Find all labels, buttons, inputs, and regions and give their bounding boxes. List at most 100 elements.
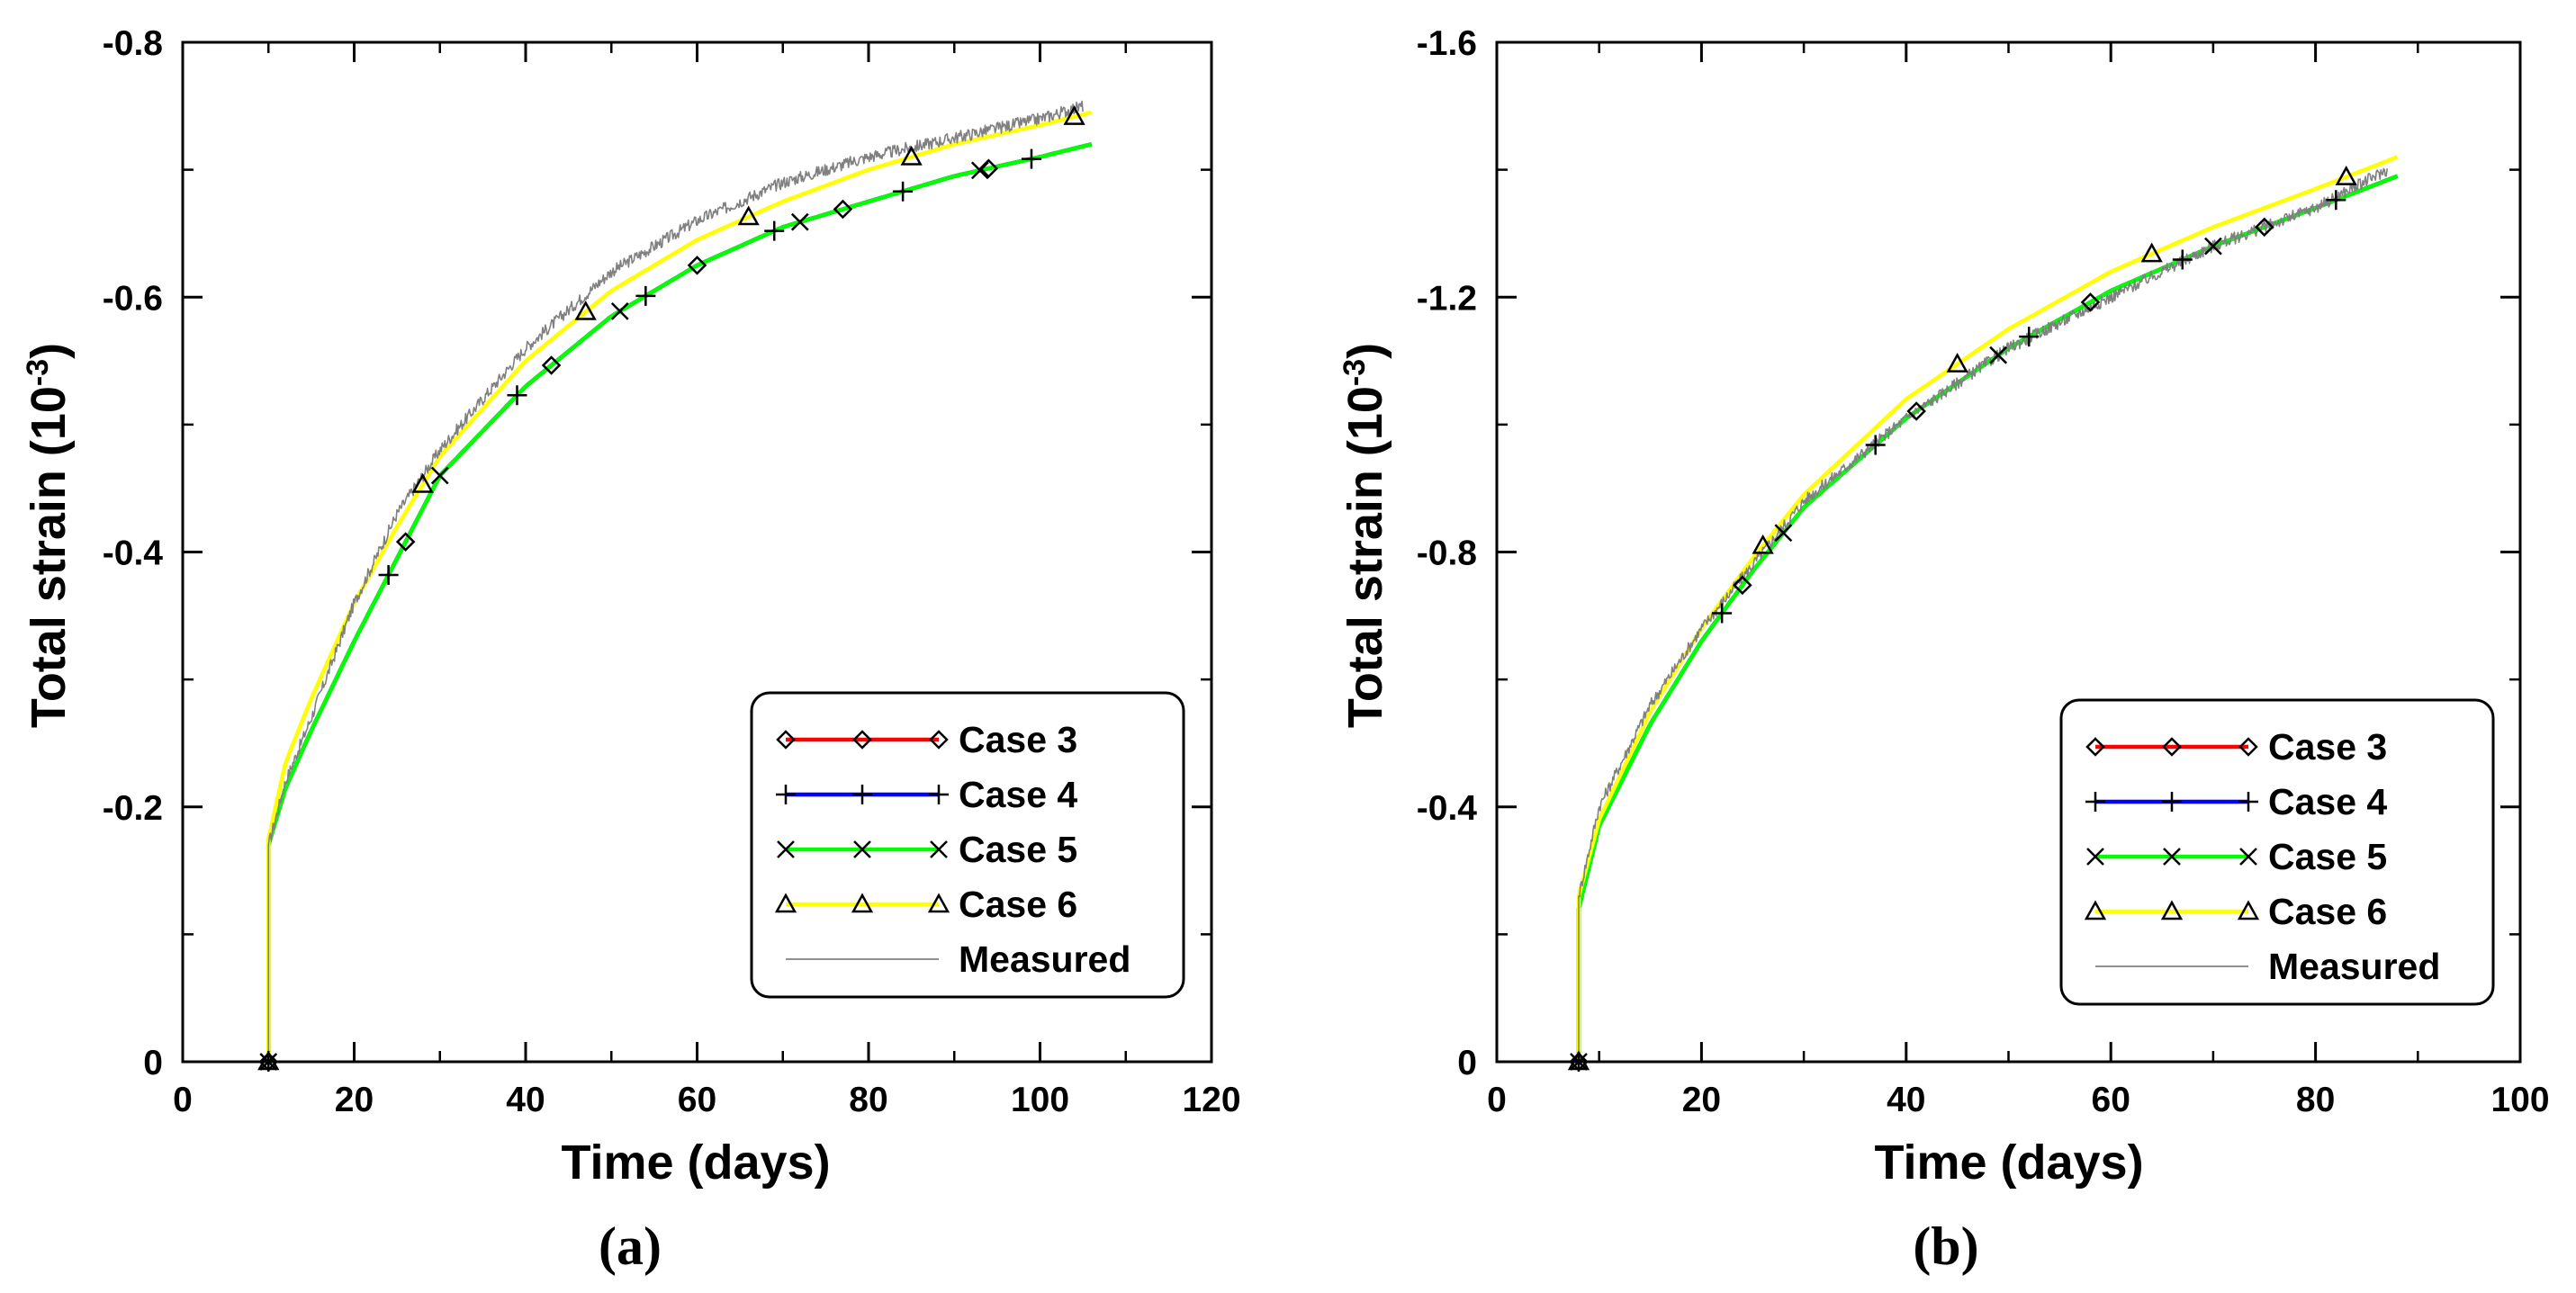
y-tick-label: -0.2: [103, 789, 163, 828]
legend: Case 3 Case 4 Case 5 Case 6 Measured: [2059, 698, 2495, 1006]
legend-marker-case-3: [852, 730, 872, 750]
legend-label-case-5: Case 5: [959, 829, 1077, 870]
x-tick-label: 20: [335, 1081, 374, 1119]
legend-marker-case-6: [851, 893, 874, 913]
data-point-case-3: [2080, 292, 2101, 312]
x-axis-title: Time (days): [1874, 1136, 2143, 1190]
y-axis-title-close: ): [1338, 343, 1392, 359]
legend-marker-case-6: [2237, 900, 2260, 920]
data-point-case-4: [1865, 435, 1886, 455]
legend-marker-case-5: [2239, 848, 2257, 866]
x-axis-title: Time (days): [561, 1136, 830, 1190]
y-axis-title-main: Total strain (10: [22, 386, 76, 728]
data-point-case-3: [541, 355, 562, 375]
curves-layer: [266, 100, 1093, 1062]
data-point-case-4: [2326, 190, 2346, 211]
data-point-case-3: [687, 256, 707, 275]
legend-label-case-3: Case 3: [2268, 726, 2387, 768]
data-point-case-6: [574, 300, 597, 320]
legend-marker-case-5: [777, 840, 795, 858]
data-point-case-4: [1021, 148, 1041, 169]
legend-marker-case-6: [927, 893, 950, 913]
legend-marker-case-5: [2086, 848, 2104, 866]
legend-marker-case-4: [776, 785, 796, 804]
legend-marker-case-4: [2238, 792, 2258, 812]
y-tick-label: 0: [143, 1044, 163, 1082]
y-tick-label: -0.8: [103, 24, 163, 63]
data-point-case-5: [2204, 237, 2222, 256]
y-axis-title: Total strain (10-3): [21, 343, 76, 728]
data-point-case-6: [411, 472, 434, 493]
legend-label-case-4: Case 4: [959, 774, 1077, 815]
y-axis-title: Total strain (10-3): [1338, 343, 1392, 728]
y-axis-title-exponent: -3: [1338, 359, 1372, 386]
legend-marker-case-6: [774, 893, 797, 913]
data-point-case-5: [1774, 524, 1793, 543]
legend-marker-case-5: [930, 840, 948, 858]
data-point-case-4: [507, 385, 527, 406]
legend-box: [750, 691, 1185, 999]
legend-marker-case-5: [853, 840, 871, 858]
legend-label-case-6: Case 6: [2268, 891, 2387, 932]
legend-marker-case-4: [2085, 792, 2105, 812]
panel-label-a: (a): [599, 1217, 662, 1276]
data-point-case-6: [1946, 353, 1968, 373]
data-point-case-4: [764, 220, 785, 241]
data-point-case-4: [378, 564, 399, 585]
y-tick-label: -0.4: [103, 534, 164, 573]
x-tick-label: 120: [1182, 1081, 1240, 1119]
y-tick-label: 0: [1457, 1044, 1477, 1082]
series-line-case-6: [266, 110, 1093, 1062]
data-point-case-4: [2172, 249, 2193, 270]
legend-label-measured: Measured: [2268, 946, 2440, 987]
series-line-case-5: [266, 142, 1093, 1062]
data-point-case-3: [2254, 217, 2274, 238]
curves-layer: [1576, 155, 2399, 1062]
legend-marker-case-3: [2238, 737, 2258, 757]
data-point-case-3: [1906, 401, 1926, 421]
legend-marker-case-4: [852, 785, 872, 804]
data-point-case-3: [833, 199, 853, 220]
series-line-measured: [267, 100, 1084, 1062]
data-point-case-4: [893, 181, 914, 202]
y-tick-label: -1.6: [1417, 24, 1477, 63]
x-tick-label: 0: [1487, 1081, 1507, 1119]
data-point-case-5: [1989, 346, 2008, 364]
data-point-case-6: [1063, 105, 1085, 125]
legend-label-case-6: Case 6: [959, 884, 1077, 925]
x-tick-label: 40: [506, 1081, 545, 1119]
x-tick-label: 80: [2296, 1081, 2335, 1119]
data-point-case-4: [635, 285, 656, 306]
y-tick-label: -0.8: [1417, 534, 1477, 573]
x-tick-label: 60: [2092, 1081, 2130, 1119]
panel-label-b: (b): [1913, 1217, 1978, 1276]
legend-marker-case-6: [2160, 900, 2184, 920]
data-point-case-3: [1733, 575, 1752, 596]
legend-marker-case-3: [2085, 737, 2105, 757]
data-point-case-6: [2335, 166, 2357, 185]
x-tick-label: 40: [1887, 1081, 1925, 1119]
data-point-case-5: [970, 161, 989, 180]
data-point-case-4: [2019, 327, 2040, 347]
data-point-case-6: [2140, 242, 2163, 263]
legend-label-case-5: Case 5: [2268, 836, 2387, 877]
y-axis-title-close: ): [22, 343, 76, 359]
legend: Case 3 Case 4 Case 5 Case 6 Measured: [750, 691, 1185, 999]
data-point-case-3: [395, 532, 416, 552]
x-tick-label: 20: [1682, 1081, 1721, 1119]
legend-marker-case-3: [929, 730, 949, 750]
data-point-case-5: [790, 212, 809, 231]
legend-marker-case-3: [2162, 737, 2182, 757]
data-point-case-6: [737, 205, 760, 226]
legend-label-measured: Measured: [959, 938, 1130, 980]
x-tick-label: 100: [2490, 1081, 2549, 1119]
legend-box: [2059, 698, 2495, 1006]
data-point-case-6: [900, 145, 923, 166]
y-axis-title-main: Total strain (10: [1338, 386, 1392, 728]
legend-label-case-3: Case 3: [959, 719, 1077, 760]
data-point-case-5: [430, 466, 449, 485]
x-tick-label: 60: [678, 1081, 716, 1119]
